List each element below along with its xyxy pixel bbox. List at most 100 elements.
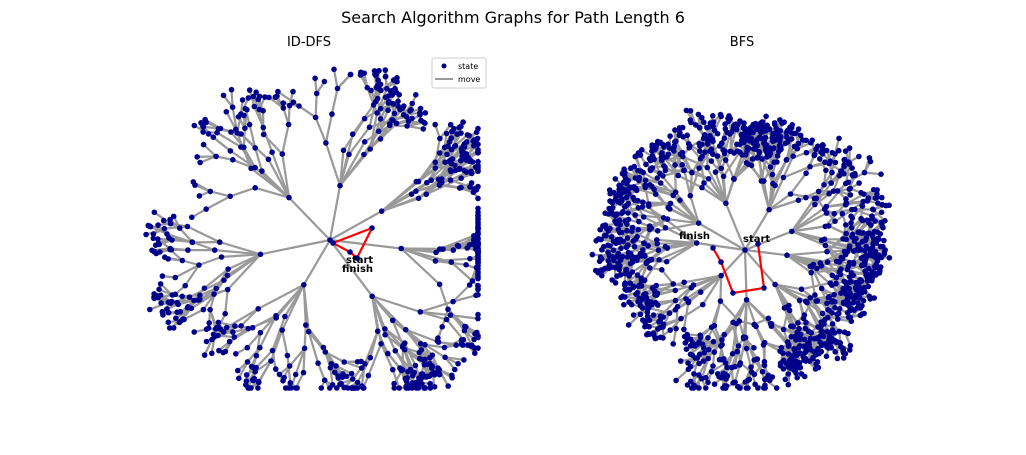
state-node — [736, 362, 743, 368]
state-node — [266, 94, 272, 101]
state-node — [720, 173, 727, 180]
state-node — [729, 351, 736, 357]
state-node — [772, 182, 778, 189]
state-node — [634, 289, 641, 296]
state-node — [856, 295, 863, 301]
state-node — [196, 262, 202, 268]
path-state-node — [354, 255, 360, 261]
move-edge — [287, 105, 291, 125]
state-node — [439, 324, 446, 330]
state-node — [229, 104, 236, 110]
state-node — [394, 78, 400, 85]
move-edge — [281, 153, 291, 198]
state-node — [842, 279, 849, 286]
move-edge — [371, 295, 421, 313]
state-node — [630, 194, 636, 201]
move-edge — [700, 358, 710, 380]
move-edge — [744, 209, 771, 251]
state-node — [843, 200, 849, 206]
state-node — [625, 200, 632, 207]
state-node — [282, 385, 289, 391]
finish-label-bfs: finish — [679, 231, 710, 242]
state-node — [346, 151, 352, 158]
state-node — [791, 143, 798, 150]
finish-label-id-dfs: finish — [342, 264, 373, 275]
state-node — [253, 89, 259, 95]
state-node — [197, 292, 203, 299]
state-node — [847, 304, 853, 311]
move-edge — [854, 208, 873, 218]
state-node — [730, 176, 737, 182]
state-node — [874, 258, 881, 264]
state-node — [186, 294, 193, 300]
state-node — [424, 179, 430, 186]
state-node — [671, 143, 678, 149]
state-node — [378, 341, 384, 347]
state-node — [262, 94, 268, 100]
state-node — [423, 191, 430, 198]
state-node — [223, 324, 230, 331]
state-node — [222, 348, 229, 355]
state-node — [322, 349, 329, 355]
move-edge — [789, 172, 807, 195]
move-edge — [650, 245, 667, 261]
move-edge — [277, 90, 295, 104]
state-node — [413, 188, 419, 194]
state-node — [822, 223, 829, 230]
state-node — [382, 326, 388, 332]
state-node — [165, 319, 172, 326]
state-node — [627, 280, 633, 287]
move-edge — [648, 306, 670, 315]
state-node — [656, 319, 662, 325]
state-node — [836, 135, 842, 142]
state-node — [743, 345, 750, 352]
state-node — [378, 208, 385, 214]
move-edge — [744, 230, 793, 252]
move-edge — [381, 181, 428, 213]
state-node — [836, 328, 843, 335]
state-node — [432, 159, 439, 166]
state-node — [642, 184, 649, 191]
state-node — [848, 270, 855, 276]
move-edge — [329, 210, 383, 241]
state-node — [655, 326, 661, 332]
state-node — [211, 334, 218, 340]
move-edge — [768, 174, 774, 210]
state-node — [774, 153, 781, 159]
state-node — [832, 151, 838, 157]
state-node — [182, 282, 188, 289]
state-node — [599, 272, 605, 279]
state-node — [786, 357, 793, 364]
state-node — [427, 380, 434, 387]
state-node — [460, 336, 467, 343]
state-node — [427, 385, 434, 391]
state-node — [200, 124, 207, 130]
state-node — [365, 372, 372, 379]
state-node — [384, 85, 390, 92]
state-node — [421, 385, 427, 391]
state-node — [160, 217, 167, 224]
state-node — [830, 188, 837, 194]
state-node — [685, 360, 691, 366]
state-node — [766, 126, 773, 132]
state-node — [672, 297, 679, 304]
state-node — [756, 148, 762, 155]
state-node — [255, 96, 261, 103]
state-node — [649, 183, 655, 190]
move-edge — [203, 268, 229, 290]
move-edge — [329, 238, 402, 250]
state-node — [447, 121, 454, 128]
move-edge — [367, 343, 383, 377]
move-edge — [380, 343, 394, 371]
move-edge — [656, 282, 674, 287]
state-node — [886, 202, 892, 209]
state-node — [710, 338, 717, 345]
state-node — [853, 279, 859, 286]
state-node — [828, 180, 834, 186]
state-node — [243, 372, 250, 378]
state-node — [698, 334, 704, 341]
state-node — [634, 233, 640, 240]
state-node — [176, 319, 183, 326]
state-node — [630, 284, 637, 291]
move-edge — [281, 329, 289, 356]
